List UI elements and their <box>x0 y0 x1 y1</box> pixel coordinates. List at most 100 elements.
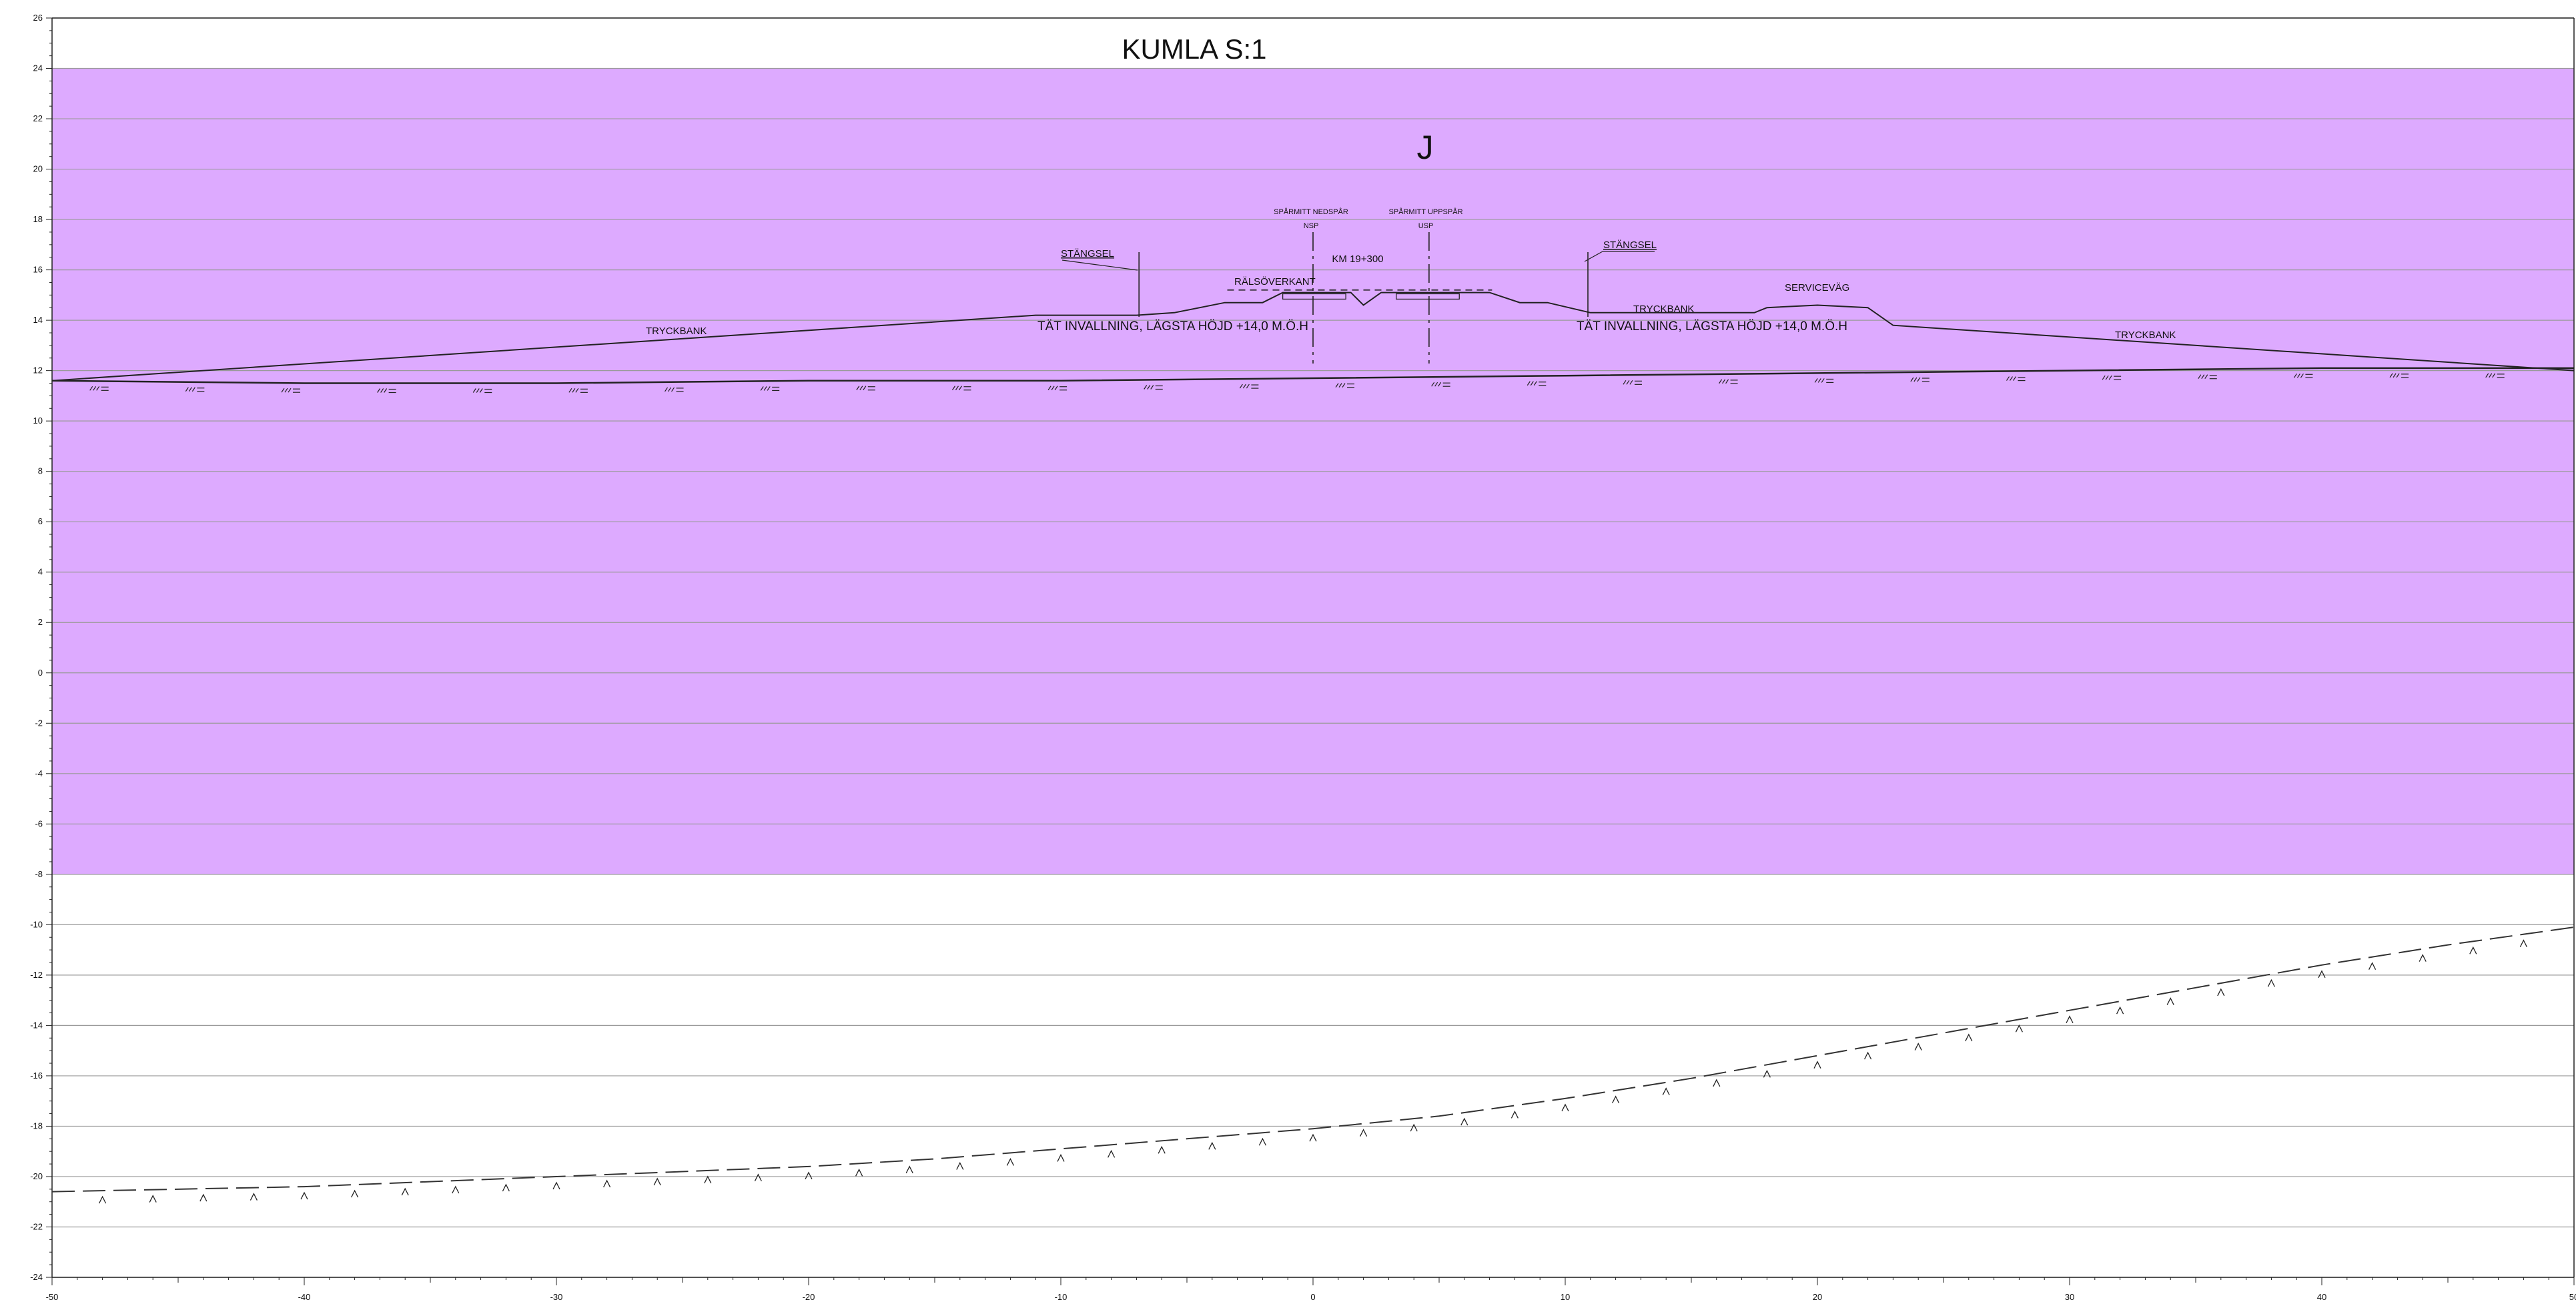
soil-hatch-stroke <box>2296 373 2300 378</box>
track-up-title: SPÅRMITT UPPSPÅR <box>1388 207 1462 216</box>
rock-symbol <box>1460 1117 1468 1126</box>
soil-hatch <box>1814 378 1834 384</box>
soil-hatch <box>1239 384 1259 389</box>
soil-hatch-stroke <box>377 388 381 393</box>
rock-symbol <box>401 1187 409 1196</box>
soil-hatch-stroke <box>668 387 672 392</box>
y-tick-label: -24 <box>30 1272 43 1282</box>
soil-hatch-stroke <box>1821 378 1825 383</box>
soil-hatch <box>665 387 684 392</box>
rock-symbol <box>250 1193 258 1201</box>
soil-hatch-stroke <box>1338 383 1342 388</box>
rock-symbol <box>1158 1145 1166 1154</box>
soil-hatch-stroke <box>1817 378 1821 383</box>
rock-symbol <box>1561 1103 1569 1112</box>
rock-symbol <box>1108 1149 1116 1158</box>
rock-symbol <box>1713 1079 1721 1087</box>
soil-hatch-stroke <box>1335 383 1339 388</box>
x-tick-label: 40 <box>2317 1292 2326 1302</box>
y-tick-label: 2 <box>38 617 43 627</box>
soil-hatch-stroke <box>1917 377 1921 382</box>
soil-hatch-stroke <box>572 388 576 393</box>
y-tick-label: -6 <box>35 818 43 828</box>
soil-hatch-stroke <box>1431 382 1435 387</box>
soil-hatch <box>377 388 396 394</box>
track-up-bed <box>1396 293 1460 300</box>
soil-hatch-stroke <box>568 388 572 393</box>
rock-symbol <box>300 1191 308 1200</box>
fence-right-label: STÄNGSEL <box>1603 239 1657 251</box>
grid-lines <box>52 17 2574 1278</box>
soil-hatch-stroke <box>384 388 388 393</box>
soil-hatch-stroke <box>951 386 955 391</box>
rock-surface-line <box>51 926 2575 1193</box>
soil-hatch-stroke <box>1147 385 1151 390</box>
rock-symbol <box>855 1168 863 1177</box>
rock-symbol <box>502 1183 510 1192</box>
soil-hatch-stroke <box>863 386 867 391</box>
soil-hatch-stroke <box>1434 382 1438 387</box>
soil-hatch-stroke <box>1527 381 1531 386</box>
y-tick-label: 8 <box>38 466 43 476</box>
rock-symbol <box>2419 954 2427 962</box>
rock-symbol <box>1864 1051 1872 1060</box>
y-tick-label: 26 <box>33 13 43 23</box>
soil-hatch-stroke <box>1530 381 1534 386</box>
track-down-code: NSP <box>1304 222 1319 230</box>
soil-hatch-stroke <box>472 388 476 393</box>
soil-hatch-stroke <box>2492 373 2496 378</box>
rock-symbol <box>2519 939 2527 947</box>
rock-symbol <box>905 1165 913 1174</box>
y-tick-label: -10 <box>30 919 43 929</box>
soil-hatch-stroke <box>1342 383 1346 388</box>
soil-hatch-stroke <box>955 386 959 391</box>
rock-symbol <box>2116 1006 2124 1015</box>
soil-hatch-stroke <box>2393 373 2397 378</box>
soil-hatch-stroke <box>1246 384 1250 389</box>
berm-mid-label: TRYCKBANK <box>1633 303 1694 315</box>
soil-hatch-stroke <box>1913 377 1917 382</box>
soil-hatch-stroke <box>2006 376 2010 381</box>
soil-hatch-stroke <box>671 387 675 392</box>
soil-hatch <box>1431 382 1450 387</box>
y-tick-label: 20 <box>33 164 43 174</box>
soil-hatch-stroke <box>1150 385 1154 390</box>
y-tick-label: 22 <box>33 113 43 123</box>
y-tick-label: -16 <box>30 1071 43 1081</box>
rock-symbol <box>653 1177 661 1186</box>
soil-hatch-stroke <box>281 388 285 393</box>
soil-hatch <box>185 387 205 392</box>
rock-symbol <box>1813 1061 1821 1069</box>
soil-hatch-stroke <box>185 387 189 392</box>
soil-hatch-stroke <box>763 386 767 391</box>
soil-hatch-stroke <box>767 386 771 391</box>
soil-hatch-stroke <box>2105 375 2109 380</box>
soil-hatch-stroke <box>1242 384 1246 389</box>
rock-symbol <box>1006 1158 1014 1166</box>
soil-hatch <box>951 386 971 391</box>
rock-symbol <box>2217 988 2225 997</box>
soil-hatch <box>1335 383 1355 388</box>
x-tick-label: 10 <box>1561 1292 1570 1302</box>
soil-hatch-stroke <box>2108 375 2112 380</box>
rock-symbol <box>1965 1033 1973 1042</box>
rock-symbol <box>2015 1024 2023 1033</box>
zone-label: J <box>1417 129 1434 166</box>
annotations: KM 19+300 RÄLSÖVERKANT SPÅRMITT NEDSPÅR … <box>646 207 2176 341</box>
soil-hatch-stroke <box>2010 376 2013 381</box>
x-tick-label: -20 <box>803 1292 815 1302</box>
fence-right-leader <box>1584 251 1603 262</box>
rock-symbol <box>1360 1129 1368 1137</box>
soil-hatch-stroke <box>479 388 483 393</box>
soil-hatch-stroke <box>1814 378 1818 383</box>
soil-hatch-stroke <box>93 386 97 391</box>
soil-hatch-stroke <box>1438 382 1442 387</box>
rock-symbol <box>1914 1043 1922 1051</box>
fence-left-label: STÄNGSEL <box>1061 248 1114 259</box>
soil-hatch <box>1623 380 1642 385</box>
soil-hatch <box>2102 375 2122 380</box>
soil-hatch <box>1047 386 1067 391</box>
axes: -24-22-20-18-16-14-12-10-8-6-4-202468101… <box>30 13 2576 1302</box>
soil-hatch <box>1910 377 1929 382</box>
